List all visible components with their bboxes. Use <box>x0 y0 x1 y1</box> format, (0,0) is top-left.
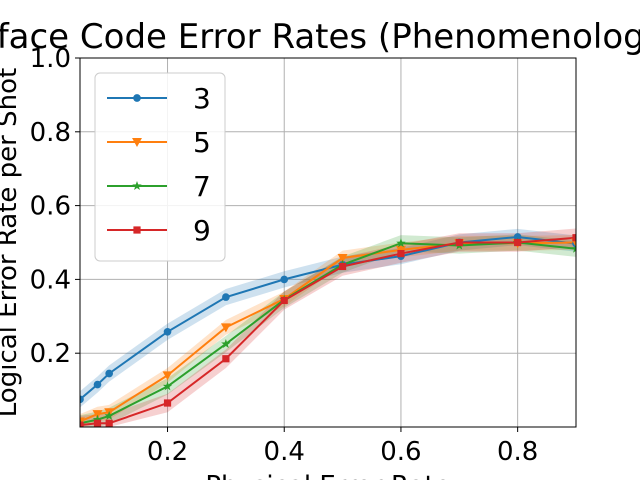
x-axis-title: Physical Error Rate <box>205 471 450 480</box>
legend-marker-5 <box>132 138 142 147</box>
axis-ticks: 0.2 0.4 0.6 0.8 0.2 0.4 0.6 0.8 1.0 <box>30 44 539 467</box>
point-series-3 <box>280 275 289 284</box>
series-markers <box>80 233 576 427</box>
point-series-7 <box>221 339 231 348</box>
y-axis-title: Logical Error Rate per Shot <box>0 68 23 417</box>
point-series-9 <box>455 238 463 247</box>
y-tick-label: 0.2 <box>30 339 71 369</box>
point-series-9 <box>80 421 84 427</box>
legend-label-3: 3 <box>193 82 211 115</box>
point-series-9 <box>397 249 405 258</box>
y-tick-label: 0.8 <box>30 118 71 148</box>
point-series-3 <box>93 380 102 389</box>
band-series-3 <box>80 228 576 408</box>
plot-frame <box>79 57 577 428</box>
point-series-5 <box>220 323 231 333</box>
point-series-3 <box>105 369 114 378</box>
point-series-3 <box>222 293 230 301</box>
band-series-9 <box>80 228 576 427</box>
point-series-7 <box>162 381 173 391</box>
y-tick-label: 0.6 <box>30 192 71 222</box>
point-series-5 <box>92 410 103 420</box>
point-series-7 <box>104 410 114 420</box>
legend-label-7: 7 <box>193 170 211 203</box>
legend-marker-9 <box>133 226 141 234</box>
point-series-7 <box>396 238 406 248</box>
chart-title: Surface Code Error Rates (Phenomenologic… <box>0 17 640 57</box>
x-tick-label: 0.2 <box>147 437 188 467</box>
point-series-3 <box>80 395 84 404</box>
point-series-9 <box>514 238 522 247</box>
point-series-3 <box>163 327 172 336</box>
point-series-3 <box>513 233 522 241</box>
point-series-9 <box>105 419 113 427</box>
point-series-9 <box>572 234 576 242</box>
legend: 3 5 7 9 <box>94 72 226 262</box>
legend-label-9: 9 <box>193 214 211 247</box>
point-series-7 <box>571 243 576 253</box>
point-series-9 <box>93 419 102 427</box>
point-series-9 <box>280 296 288 305</box>
point-series-9 <box>163 399 172 407</box>
point-series-5 <box>337 254 348 263</box>
point-series-7 <box>92 414 103 424</box>
legend-marker-3 <box>133 94 141 102</box>
x-tick-label: 0.6 <box>380 437 421 467</box>
x-tick-label: 0.4 <box>264 437 305 467</box>
legend-marker-7 <box>132 181 142 190</box>
point-series-9 <box>338 262 347 271</box>
point-series-9 <box>222 355 230 363</box>
legend-label-5: 5 <box>193 126 211 159</box>
y-tick-label: 1.0 <box>30 44 71 74</box>
point-series-5 <box>162 371 173 381</box>
legend-box <box>94 72 226 262</box>
x-tick-label: 0.8 <box>497 437 538 467</box>
y-tick-label: 0.4 <box>30 265 71 295</box>
